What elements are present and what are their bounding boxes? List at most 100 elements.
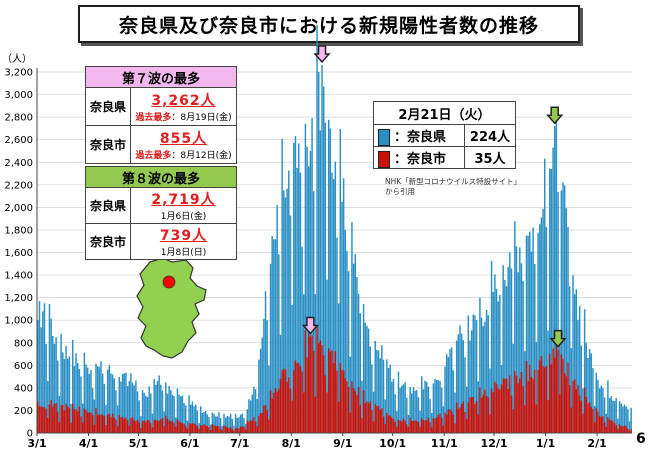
wave8-city-value: 739人	[159, 228, 208, 244]
bar-nara-city	[249, 420, 252, 433]
bar-nara-prefecture	[367, 328, 370, 433]
bar-nara-prefecture	[106, 369, 109, 433]
source-note: NHK「新型コロナウイルス特設サイト」 から引用	[385, 177, 521, 197]
bar-nara-prefecture	[306, 146, 308, 433]
bar-nara-prefecture	[47, 381, 49, 433]
bar-nara-prefecture	[605, 413, 607, 433]
bar-nara-city	[293, 370, 295, 433]
bar-nara-city	[211, 424, 214, 433]
bar-nara-prefecture	[490, 260, 493, 433]
bar-nara-city	[156, 420, 159, 433]
bar-nara-prefecture	[392, 379, 395, 433]
bar-nara-prefecture	[406, 397, 408, 433]
wave7-pref-value: 3,262人	[151, 93, 216, 109]
bar-nara-city	[151, 427, 154, 433]
bar-nara-prefecture	[429, 399, 431, 433]
bar-nara-prefecture	[449, 349, 451, 433]
bar-nara-prefecture	[600, 385, 602, 433]
bar-nara-city	[391, 417, 393, 433]
bar-nara-prefecture	[439, 381, 441, 433]
bar-nara-prefecture	[583, 309, 586, 433]
bar-nara-city	[273, 392, 275, 433]
bar-nara-prefecture	[37, 320, 39, 433]
bar-nara-prefecture	[298, 143, 300, 434]
bar-nara-city	[266, 410, 268, 433]
bar-nara-prefecture	[128, 381, 130, 433]
bar-nara-prefecture	[273, 239, 275, 433]
bar-nara-prefecture	[502, 265, 504, 433]
bar-nara-prefecture	[135, 380, 137, 433]
bar-nara-prefecture	[474, 315, 476, 433]
bar-nara-prefecture	[326, 279, 328, 433]
bar-nara-prefecture	[359, 313, 361, 433]
bar-nara-city	[352, 387, 355, 433]
bar-nara-prefecture	[42, 311, 44, 433]
bar-nara-city	[462, 401, 465, 433]
bar-nara-city	[155, 420, 157, 433]
wave7-city-date: ：8月12日(金)	[171, 151, 232, 161]
wave8-pref-label: 奈良県	[85, 187, 131, 224]
bar-nara-prefecture	[178, 394, 180, 433]
bar-nara-prefecture	[181, 395, 184, 433]
bar-nara-city	[166, 418, 169, 433]
bar-nara-prefecture	[384, 399, 386, 433]
bar-nara-prefecture	[284, 197, 287, 433]
y-tick-label: 600	[14, 361, 33, 372]
bar-nara-prefecture	[465, 386, 468, 433]
bar-nara-prefecture	[336, 237, 338, 433]
bar-nara-city	[93, 424, 96, 433]
bar-nara-city	[178, 421, 180, 433]
bar-nara-city	[402, 418, 405, 433]
bar-nara-prefecture	[155, 384, 157, 433]
bar-nara-city	[440, 417, 443, 433]
bar-nara-prefecture	[504, 279, 506, 433]
bar-nara-prefecture	[582, 388, 584, 433]
x-tick-label: 11/1	[431, 437, 458, 450]
bar-nara-prefecture	[108, 365, 111, 433]
bar-nara-prefecture	[578, 305, 581, 433]
bar-nara-city	[552, 348, 554, 433]
bar-nara-city	[191, 423, 194, 433]
bar-nara-prefecture	[346, 250, 348, 433]
bar-nara-city	[484, 389, 486, 433]
bar-nara-prefecture	[70, 403, 72, 433]
wave8-city-date: 1月8日(日)	[160, 248, 207, 258]
bar-nara-prefecture	[90, 369, 92, 433]
x-tick-label: 10/1	[379, 437, 406, 450]
bar-nara-prefecture	[170, 390, 172, 433]
bar-nara-prefecture	[73, 366, 76, 433]
bar-nara-prefecture	[138, 400, 140, 433]
bar-nara-prefecture	[259, 348, 262, 433]
bar-nara-prefecture	[52, 335, 54, 433]
bar-nara-prefecture	[65, 346, 67, 433]
latest-date: 2月21日（火）	[373, 101, 516, 125]
bar-nara-prefecture	[337, 303, 340, 433]
bar-nara-city	[326, 392, 328, 433]
bar-nara-prefecture	[268, 365, 270, 433]
bar-nara-prefecture	[514, 221, 516, 433]
bar-nara-prefecture	[271, 235, 273, 433]
bar-nara-city	[108, 413, 111, 433]
bar-nara-city	[575, 389, 578, 433]
bar-nara-city	[377, 406, 380, 433]
nara-city-dot	[162, 275, 176, 289]
y-tick-label: 1,600	[4, 248, 33, 259]
bar-nara-prefecture	[515, 246, 518, 433]
bar-nara-city	[263, 405, 265, 433]
bar-nara-city	[334, 351, 337, 433]
bar-nara-city	[426, 420, 428, 433]
bar-nara-city	[253, 417, 255, 433]
bar-nara-city	[261, 413, 263, 433]
bar-nara-city	[165, 415, 167, 433]
bar-nara-prefecture	[156, 381, 159, 433]
page-number: 6	[636, 431, 646, 447]
bar-nara-prefecture	[86, 367, 89, 433]
bar-nara-prefecture	[505, 286, 508, 433]
bar-nara-city	[359, 405, 361, 433]
bar-nara-prefecture	[460, 333, 463, 433]
bar-nara-prefecture	[512, 343, 514, 433]
bar-nara-city	[90, 412, 92, 433]
bar-nara-city	[381, 408, 383, 433]
bar-nara-prefecture	[239, 414, 242, 433]
bar-nara-prefecture	[419, 410, 421, 433]
